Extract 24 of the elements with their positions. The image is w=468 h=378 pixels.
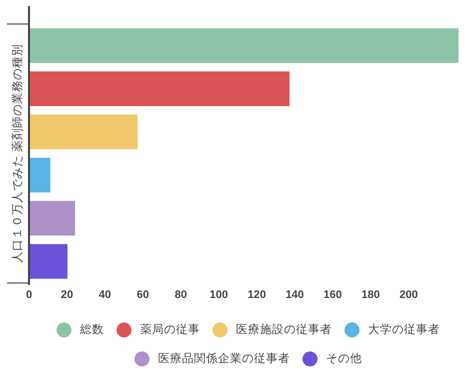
legend-item: その他 xyxy=(302,352,362,366)
x-tick-label: 200 xyxy=(399,289,418,301)
x-tick-label: 100 xyxy=(210,289,228,301)
legend-item: 医療施設の従事者 xyxy=(212,322,332,338)
legend-label: 大学の従事者 xyxy=(368,323,440,336)
x-tick-label: 140 xyxy=(286,289,304,301)
x-tick-label: 0 xyxy=(26,289,32,301)
legend-label: 薬局の従事 xyxy=(140,323,200,336)
x-tick-label: 60 xyxy=(136,289,150,301)
legend-item: 総数 xyxy=(56,322,104,338)
x-tick-label: 80 xyxy=(174,289,187,301)
legend-label: 総数 xyxy=(79,323,104,336)
legend-item: 医療品関係企業の従事者 xyxy=(134,352,290,366)
y-axis-title: 人口１０万人でみた 薬剤師の業務の種別 xyxy=(10,44,24,264)
legend-label: 医療品関係企業の従事者 xyxy=(158,351,290,366)
legend-label: その他 xyxy=(326,352,362,366)
legend-item: 大学の従事者 xyxy=(344,322,440,338)
x-tick-label: 160 xyxy=(324,289,342,301)
legend-label: 医療施設の従事者 xyxy=(236,322,332,336)
x-tick-label: 20 xyxy=(60,289,74,301)
x-tick-label: 180 xyxy=(362,289,380,301)
x-tick-label: 40 xyxy=(98,289,112,301)
x-tick-label: 120 xyxy=(248,289,266,301)
legend-item: 薬局の従事 xyxy=(116,322,200,338)
